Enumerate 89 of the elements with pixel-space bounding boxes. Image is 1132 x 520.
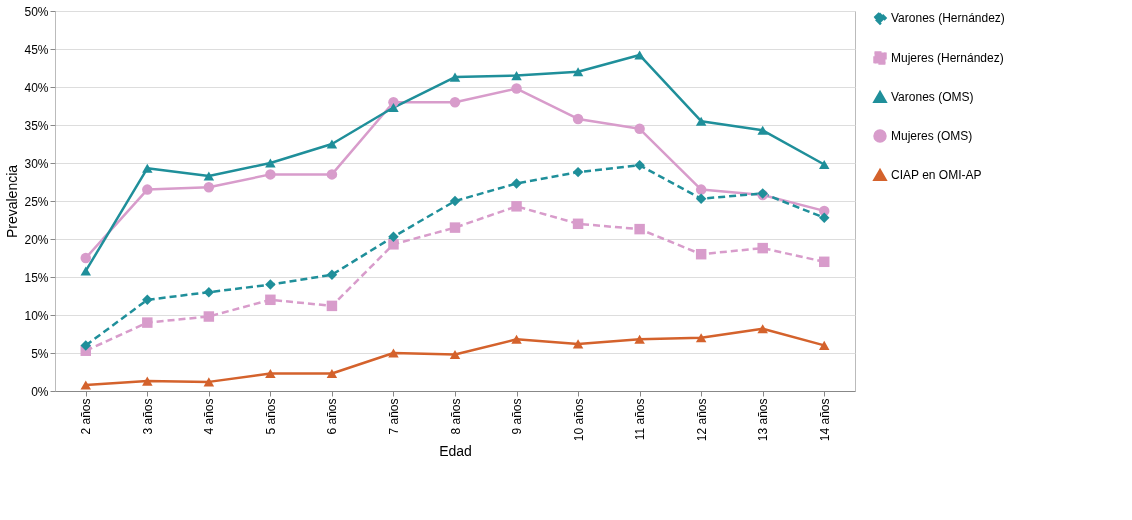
y-tick-label: 10%: [24, 308, 49, 323]
point: [757, 125, 768, 135]
y-tick-label: 15%: [24, 270, 49, 285]
point: [265, 294, 276, 306]
x-tick-label: 8 años: [448, 398, 463, 435]
point: [695, 184, 707, 195]
point: [818, 159, 830, 170]
point: [572, 339, 584, 349]
point: [326, 139, 338, 149]
point: [511, 83, 522, 94]
point: [572, 67, 584, 77]
x-tick-label: 10 años: [571, 398, 586, 442]
point: [634, 223, 645, 235]
point: [203, 311, 215, 322]
point: [265, 279, 276, 290]
legend-label: Varones (Hernández): [891, 11, 1005, 25]
x-axis-title: Edad: [439, 443, 472, 460]
point: [449, 72, 461, 82]
point: [818, 212, 830, 223]
point: [142, 317, 153, 328]
y-tick-label: 50%: [24, 4, 49, 19]
point: [695, 116, 707, 126]
legend-label: Mujeres (Hernández): [891, 51, 1004, 65]
legend-label: Mujeres (OMS): [891, 129, 973, 143]
x-tick-label: 5 años: [263, 398, 278, 435]
point: [634, 160, 645, 171]
y-tick-label: 40%: [24, 80, 49, 95]
point: [142, 294, 153, 306]
point: [449, 195, 461, 207]
point: [449, 222, 461, 233]
point: [449, 96, 461, 108]
x-tick-label: 12 años: [694, 398, 709, 442]
point: [572, 113, 584, 125]
point: [572, 166, 584, 178]
point: [203, 286, 215, 298]
point: [511, 178, 522, 189]
point: [634, 334, 645, 344]
legend-label: Varones (OMS): [891, 90, 974, 104]
point: [388, 239, 399, 250]
legend-label: CIAP en OMI-AP: [891, 168, 982, 182]
y-tick-label: 5%: [31, 346, 49, 361]
point: [203, 182, 215, 193]
point: [265, 158, 276, 168]
point: [634, 50, 645, 60]
point: [388, 348, 399, 358]
point: [572, 218, 584, 230]
point: [695, 248, 707, 260]
point: [511, 334, 522, 344]
point: [388, 231, 399, 242]
point: [80, 252, 92, 264]
y-tick-label: 0%: [31, 384, 49, 399]
point: [203, 377, 215, 387]
point: [142, 163, 153, 173]
point: [634, 123, 645, 135]
point: [203, 171, 215, 181]
y-tick-label: 35%: [24, 118, 49, 133]
x-tick-label: 6 años: [325, 398, 340, 435]
y-tick-label: 25%: [24, 194, 49, 209]
x-tick-label: 11 años: [633, 398, 648, 441]
point: [511, 71, 522, 81]
x-tick-label: 4 años: [202, 398, 217, 435]
y-axis-title: Prevalencia: [4, 164, 21, 239]
x-tick-label: 13 años: [756, 398, 771, 442]
point: [326, 368, 338, 379]
x-tick-label: 9 años: [510, 398, 525, 435]
point: [449, 349, 461, 360]
point: [80, 340, 92, 351]
y-tick-label: 20%: [24, 232, 49, 247]
y-tick-label: 45%: [24, 42, 49, 57]
x-tick-label: 7 años: [386, 398, 401, 435]
x-tick-label: 14 años: [817, 398, 832, 442]
point: [388, 102, 399, 113]
x-tick-label: 2 años: [79, 398, 94, 435]
point: [265, 368, 276, 379]
point: [818, 340, 830, 350]
point: [695, 193, 707, 204]
point: [757, 324, 768, 334]
point: [511, 201, 522, 212]
point: [142, 184, 153, 195]
x-tick-label: 3 años: [140, 398, 155, 435]
point: [142, 376, 153, 386]
point: [326, 169, 338, 180]
y-tick-label: 30%: [24, 156, 49, 171]
point: [818, 256, 830, 268]
point: [695, 333, 707, 343]
point: [265, 169, 276, 180]
point: [757, 242, 768, 254]
point: [326, 300, 338, 312]
point: [326, 269, 338, 280]
